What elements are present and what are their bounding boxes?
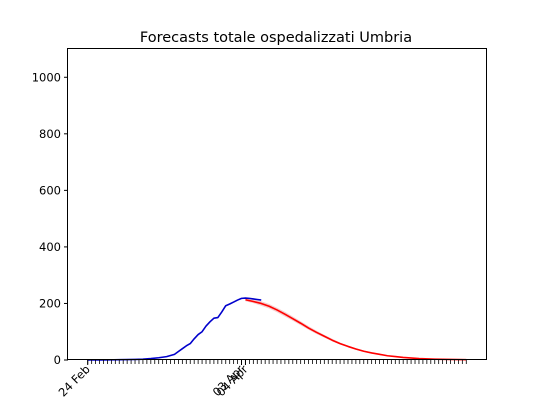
- y-tick-label: 1000: [32, 70, 61, 84]
- y-tick-label: 0: [54, 353, 61, 367]
- y-tick-label: 400: [39, 240, 61, 254]
- forecast-confidence-band: [245, 298, 467, 360]
- x-tick-label: 24 Feb: [56, 362, 93, 399]
- forecast-series-line: [245, 298, 467, 361]
- plot-frame: [67, 48, 487, 360]
- chart-title: Forecasts totale ospedalizzati Umbria: [140, 30, 412, 46]
- plot-area: [87, 297, 467, 361]
- y-axis: 0 200 400 600 800 1000: [32, 70, 68, 367]
- observed-series-line: [87, 297, 262, 361]
- y-tick-label: 200: [39, 296, 61, 310]
- y-tick-label: 800: [39, 127, 61, 141]
- y-tick-label: 600: [39, 183, 61, 197]
